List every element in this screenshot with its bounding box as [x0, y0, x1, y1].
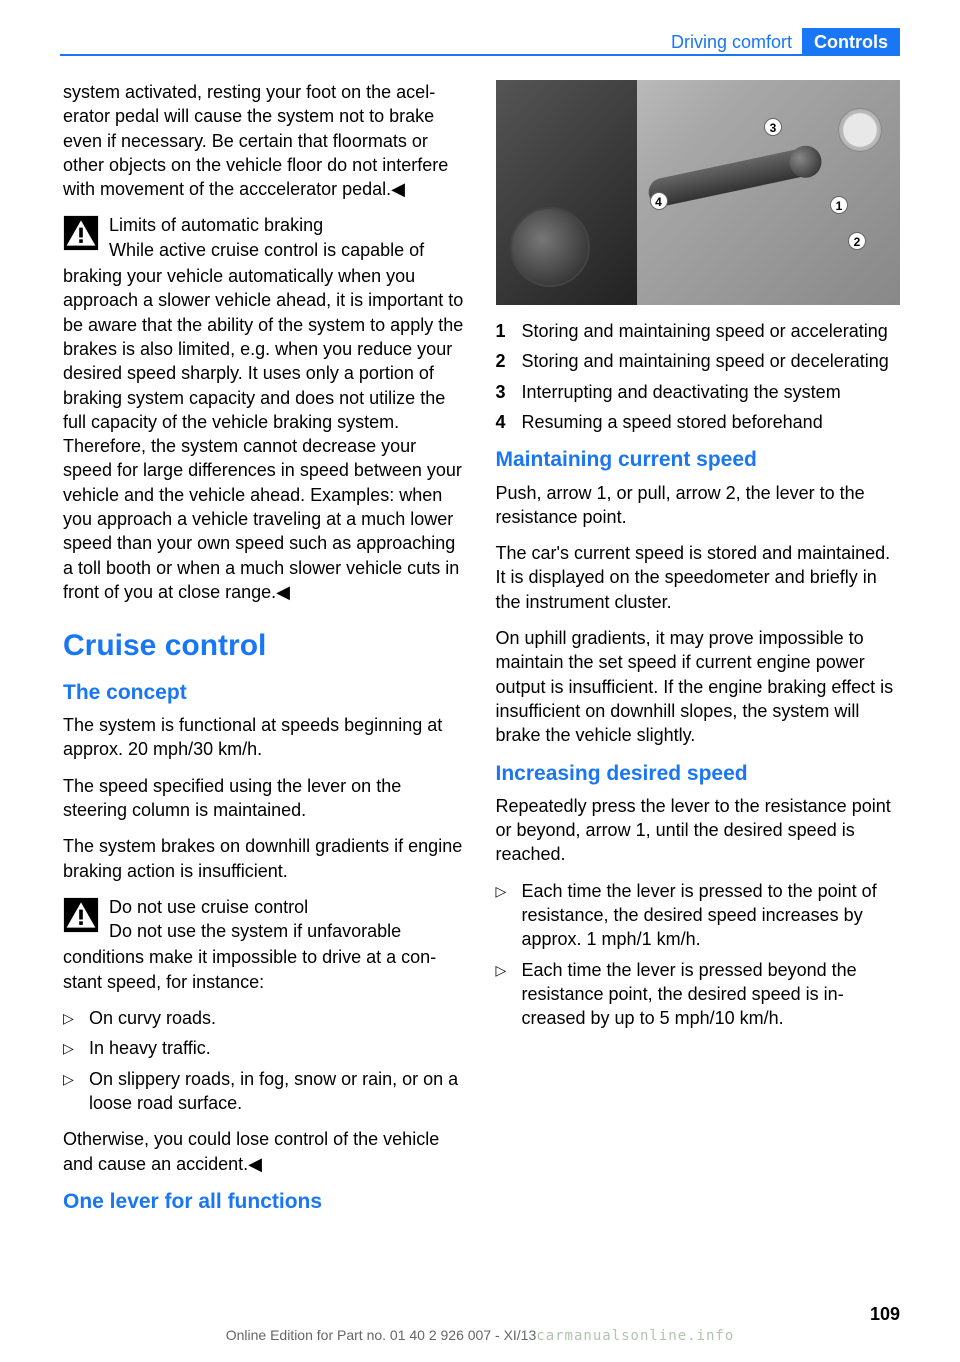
heading-2: The concept [63, 679, 468, 707]
bullet-list: ▷Each time the lever is pressed to the p… [496, 879, 901, 1031]
cruise-lever [646, 146, 818, 209]
callout-number: 2 [848, 232, 866, 250]
bullet-icon: ▷ [496, 879, 522, 952]
warning-icon [63, 215, 99, 251]
list-item: 3Interrupting and deactivating the syste… [496, 380, 901, 404]
list-item: ▷On curvy roads. [63, 1006, 468, 1030]
heading-2: Increasing desired speed [496, 760, 901, 788]
list-text: Resuming a speed stored beforehand [522, 410, 823, 434]
num-marker: 3 [496, 380, 522, 404]
warning-block: Do not use cruise control Do not use the… [63, 895, 468, 994]
lever-knob [787, 143, 825, 181]
bmw-logo-icon [838, 108, 882, 152]
header-rule [60, 54, 900, 56]
body-paragraph: The speed specified using the lever on t… [63, 774, 468, 823]
heading-1: Cruise control [63, 626, 468, 667]
footer-edition: Online Edition for Part no. 01 40 2 926 … [226, 1327, 537, 1343]
list-text: Each time the lever is pressed to the po… [522, 879, 901, 952]
list-item: 4Resuming a speed stored beforehand [496, 410, 901, 434]
body-paragraph: Push, arrow 1, or pull, arrow 2, the lev… [496, 481, 901, 530]
page-content: system activated, resting your foot on t… [63, 80, 900, 1302]
list-item: ▷Each time the lever is pressed to the p… [496, 879, 901, 952]
callout-number: 4 [650, 192, 668, 210]
list-item: 2Storing and maintaining speed or decele… [496, 349, 901, 373]
list-item: ▷On slippery roads, in fog, snow or rain… [63, 1067, 468, 1116]
num-marker: 2 [496, 349, 522, 373]
num-marker: 1 [496, 319, 522, 343]
body-paragraph: The car's current speed is stored and ma… [496, 541, 901, 614]
list-text: On curvy roads. [89, 1006, 216, 1030]
bullet-icon: ▷ [496, 958, 522, 1031]
heading-2: One lever for all functions [63, 1188, 468, 1216]
light-dial [510, 207, 590, 287]
warning-block: Limits of automatic braking While active… [63, 213, 468, 604]
bullet-list: ▷On curvy roads. ▷In heavy traffic. ▷On … [63, 1006, 468, 1115]
warning-header: Limits of automatic braking While active… [63, 213, 468, 262]
watermark: carmanualsonline.info [536, 1328, 734, 1344]
num-marker: 4 [496, 410, 522, 434]
heading-2: Maintaining current speed [496, 446, 901, 474]
page-number: 109 [870, 1302, 900, 1326]
callout-number: 3 [764, 118, 782, 136]
header-chapter: Controls [802, 28, 900, 56]
warning-body-line: Do not use the system if unfavorable [109, 919, 401, 943]
bullet-icon: ▷ [63, 1036, 89, 1060]
list-item: ▷Each time the lever is pressed beyond t… [496, 958, 901, 1031]
bullet-icon: ▷ [63, 1006, 89, 1030]
list-text: Storing and maintaining speed or acceler… [522, 319, 888, 343]
warning-body: conditions make it impossible to drive a… [63, 945, 468, 994]
body-paragraph: The system brakes on downhill gradients … [63, 834, 468, 883]
list-text: On slippery roads, in fog, snow or rain,… [89, 1067, 468, 1116]
warning-title: Do not use cruise control [109, 895, 401, 919]
list-text: Each time the lever is pressed beyond th… [522, 958, 901, 1031]
warning-icon [63, 897, 99, 933]
page-header: Driving comfort Controls [671, 28, 900, 56]
warning-body-line: While active cruise control is capable o… [109, 238, 424, 262]
callout-number: 1 [830, 196, 848, 214]
header-section: Driving comfort [671, 30, 792, 54]
list-text: In heavy traffic. [89, 1036, 211, 1060]
body-paragraph: Repeatedly press the lever to the resist… [496, 794, 901, 867]
bullet-icon: ▷ [63, 1067, 89, 1116]
list-text: Interrupting and deactivating the system [522, 380, 841, 404]
numbered-list: 1Storing and maintaining speed or accele… [496, 319, 901, 434]
lever-illustration: 1 2 3 4 [496, 80, 901, 305]
warning-body: braking your vehicle automatically when … [63, 264, 468, 604]
body-paragraph: Otherwise, you could lose control of the… [63, 1127, 468, 1176]
body-paragraph: The system is functional at speeds begin… [63, 713, 468, 762]
footer: Online Edition for Part no. 01 40 2 926 … [0, 1326, 960, 1346]
warning-title: Limits of automatic braking [109, 213, 424, 237]
warning-header: Do not use cruise control Do not use the… [63, 895, 468, 944]
list-text: Storing and maintaining speed or deceler… [522, 349, 889, 373]
list-item: ▷In heavy traffic. [63, 1036, 468, 1060]
body-paragraph: system activated, resting your foot on t… [63, 80, 468, 201]
list-item: 1Storing and maintaining speed or accele… [496, 319, 901, 343]
body-paragraph: On uphill gradients, it may prove imposs… [496, 626, 901, 747]
